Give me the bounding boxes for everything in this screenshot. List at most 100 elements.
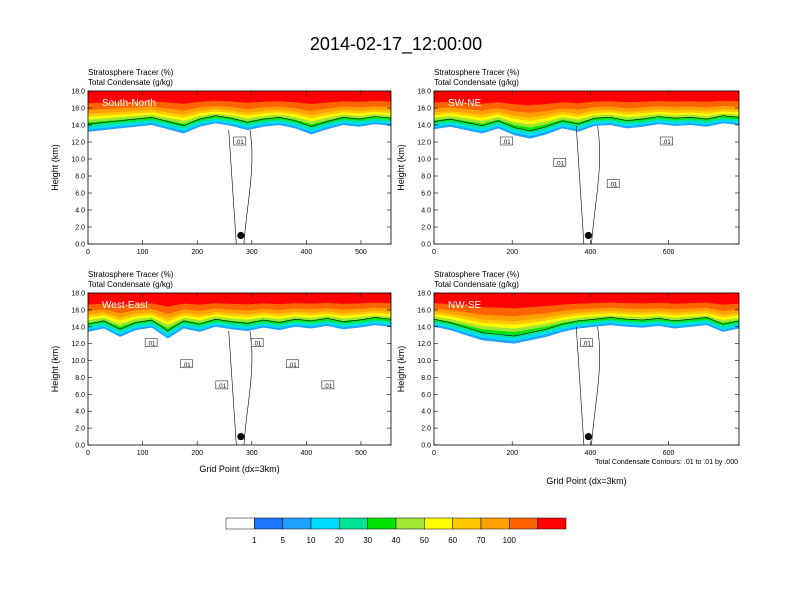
contour-label: .01: [662, 140, 671, 146]
contour-label-box: [660, 136, 673, 146]
contour-label-box: [553, 158, 567, 167]
colorbar-label: 100: [503, 536, 517, 545]
panel-title-tracer: Stratosphere Tracer (%): [434, 270, 520, 279]
y-tick-label: 10.0: [71, 157, 85, 164]
contour-label: .01: [502, 140, 511, 146]
y-tick-label: 6.0: [75, 191, 85, 198]
tracer-field: .01 .01 .01 .01: [434, 91, 739, 244]
y-tick-label: 18.0: [71, 291, 85, 298]
y-tick-label: 18.0: [71, 89, 85, 96]
x-tick-label: 0: [86, 249, 90, 256]
x-axis-label: Grid Point (dx=3km): [546, 476, 626, 486]
y-axis-label: Height (km): [396, 346, 406, 393]
y-tick-label: 12.0: [71, 140, 85, 147]
colorbar-swatch: [480, 517, 510, 530]
y-tick-label: 10.0: [417, 358, 431, 365]
y-tick-label: 6.0: [421, 191, 431, 198]
location-marker: [237, 231, 245, 240]
contour-label: .01: [147, 342, 156, 348]
y-tick-label: 14.0: [417, 324, 431, 331]
colorbar: 1 5 10 20 30 40 50 60 70 100: [225, 517, 567, 545]
panel-title-condensate: Total Condensate (g/kg): [88, 280, 173, 289]
colorbar-swatch: [424, 517, 453, 530]
x-tick-label: 200: [191, 450, 203, 457]
location-marker: [584, 231, 593, 240]
colorbar-label: 20: [335, 536, 344, 545]
x-tick-label: 600: [663, 450, 675, 457]
cross-section-label: SW-NE: [448, 98, 481, 109]
colorbar-swatch: [225, 517, 255, 530]
y-tick-label: 8.0: [421, 174, 431, 181]
colorbar-swatch: [367, 517, 397, 530]
contour-label: .01: [253, 342, 262, 348]
x-tick-label: 300: [246, 249, 258, 256]
x-tick-label: 0: [86, 450, 90, 457]
contour-label-box: [286, 359, 299, 369]
y-axis-label: Height (km): [50, 346, 60, 393]
y-tick-label: 2.0: [75, 426, 85, 433]
colorbar-label: 40: [392, 536, 401, 545]
y-tick-label: 10.0: [417, 157, 431, 164]
plot-frame: [87, 292, 392, 446]
y-tick-label: 2.0: [75, 225, 85, 232]
y-tick-label: 0.0: [75, 443, 85, 450]
x-axis-label: Grid Point (dx=3km): [199, 464, 279, 474]
panel-3: Stratosphere Tracer (%)Total Condensate …: [50, 270, 392, 474]
contour-label-box: [215, 380, 229, 390]
y-tick-label: 18.0: [417, 89, 431, 96]
y-tick-label: 6.0: [421, 392, 431, 399]
panel-2: Stratosphere Tracer (%)Total Condensate …: [396, 68, 740, 256]
colorbar-swatch: [339, 517, 368, 530]
figure-title: 2014-02-17_12:00:00: [310, 34, 482, 55]
y-tick-label: 14.0: [71, 123, 85, 130]
x-tick-label: 500: [355, 450, 367, 457]
contour-label-box: [233, 136, 246, 146]
panel-title-tracer: Stratosphere Tracer (%): [88, 270, 174, 279]
contour-label-box: [580, 338, 593, 347]
y-tick-label: 0.0: [421, 443, 431, 450]
contour-label: .01: [556, 161, 565, 167]
x-tick-label: 200: [506, 249, 518, 256]
colorbar-label: 60: [448, 536, 457, 545]
colorbar-swatch: [537, 517, 567, 530]
contour-label: .01: [582, 342, 591, 348]
contour-label: .01: [235, 140, 244, 146]
contour-label: .01: [324, 384, 333, 390]
condensate-contour-column: [575, 125, 600, 244]
plot-frame: [433, 90, 740, 245]
y-tick-label: 8.0: [421, 375, 431, 382]
contour-label: .01: [288, 363, 297, 369]
y-tick-label: 10.0: [71, 358, 85, 365]
colorbar-label: 10: [307, 536, 316, 545]
contour-label: .01: [609, 183, 618, 189]
colorbar-label: 70: [477, 536, 486, 545]
cross-section-label: South-North: [102, 98, 156, 109]
x-tick-label: 600: [663, 249, 675, 256]
y-tick-label: 8.0: [75, 174, 85, 181]
x-tick-label: 100: [137, 450, 149, 457]
plot-frame: [433, 292, 740, 446]
y-tick-label: 14.0: [417, 123, 431, 130]
y-tick-label: 6.0: [75, 392, 85, 399]
contour-footnote: Total Condensate Contours: .01 to .01 by…: [595, 459, 738, 466]
y-tick-label: 16.0: [71, 106, 85, 113]
colorbar-swatch: [452, 517, 482, 530]
contour-label: .01: [218, 384, 227, 390]
x-tick-label: 400: [301, 249, 313, 256]
y-tick-label: 12.0: [417, 341, 431, 348]
x-tick-label: 400: [301, 450, 313, 457]
location-marker: [584, 432, 593, 441]
contour-label-box: [500, 136, 513, 146]
x-tick-label: 400: [585, 450, 597, 457]
y-tick-label: 16.0: [417, 106, 431, 113]
colorbar-swatch: [254, 517, 283, 530]
y-tick-label: 4.0: [421, 409, 431, 416]
condensate-contour: [88, 115, 391, 128]
colorbar-swatch: [395, 517, 425, 530]
contour-label-box: [321, 380, 335, 390]
y-tick-label: 0.0: [421, 242, 431, 249]
contour-label: .01: [182, 363, 191, 369]
colorbar-label: 50: [420, 536, 429, 545]
colorbar-label: 5: [280, 536, 285, 545]
